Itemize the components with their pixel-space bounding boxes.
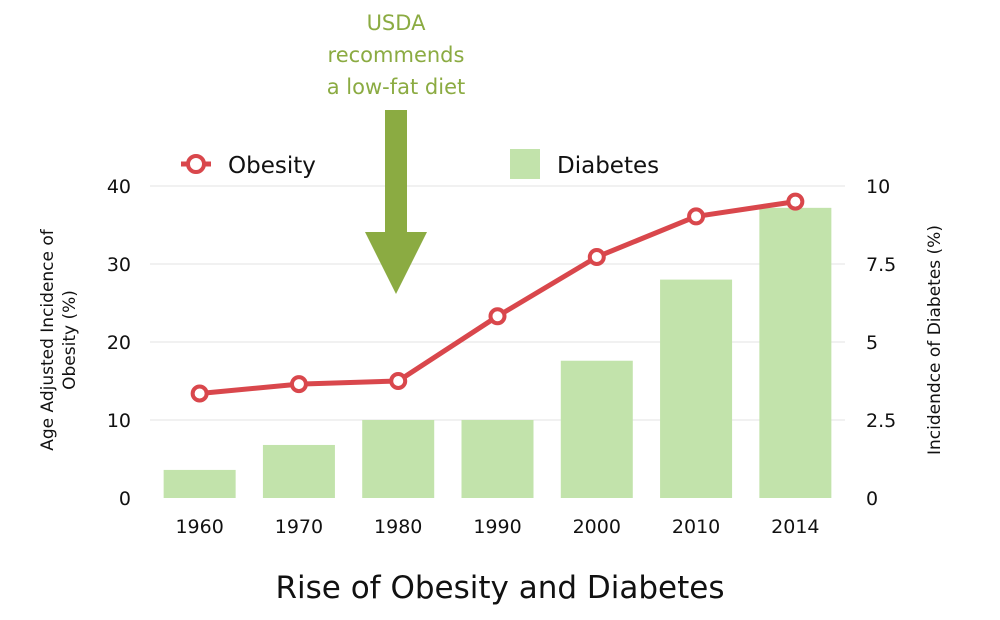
- chart-title: Rise of Obesity and Diabetes: [275, 570, 724, 606]
- x-tick-label: 2010: [672, 516, 720, 538]
- x-tick-label: 1990: [473, 516, 521, 538]
- right-y-tick-label: 2.5: [866, 410, 896, 432]
- legend-obesity-label: Obesity: [228, 153, 316, 179]
- annotation-line-3: a low-fat diet: [327, 75, 465, 99]
- x-tick-label: 2014: [771, 516, 819, 538]
- left-y-tick-label: 40: [107, 176, 131, 198]
- diabetes-bar: [461, 420, 534, 498]
- obesity-point: [289, 375, 308, 394]
- obesity-point: [389, 372, 408, 390]
- legend-diabetes-label: Diabetes: [557, 153, 659, 179]
- right-axis-title: Incidendce of Diabetes (%): [925, 225, 945, 455]
- annotation-line-1: USDA: [367, 11, 427, 35]
- left-axis-title-line-2: Obesity (%): [60, 290, 80, 390]
- left-y-tick-labels: 0 10 20 30 40: [107, 176, 131, 510]
- x-tick-labels: 1960 1970 1980 1990 2000 2010 2014: [175, 516, 819, 538]
- legend-obesity-marker: [186, 154, 206, 174]
- left-y-tick-label: 10: [107, 410, 131, 432]
- right-y-tick-label: 10: [866, 176, 890, 198]
- diabetes-bar: [560, 360, 633, 498]
- diabetes-bar: [660, 279, 733, 498]
- obesity-point: [488, 307, 507, 326]
- obesity-point: [687, 207, 706, 226]
- legend-diabetes-swatch: [510, 149, 540, 179]
- obesity-point: [190, 384, 209, 403]
- annotation-line-2: recommends: [328, 43, 465, 67]
- diabetes-bar: [362, 420, 435, 498]
- diabetes-bar: [163, 469, 236, 498]
- obesity-point: [786, 192, 805, 211]
- down-arrow-icon: [365, 110, 427, 294]
- left-axis-title: Age Adjusted Incidence of Obesity (%): [38, 228, 80, 451]
- x-tick-label: 2000: [573, 516, 621, 538]
- diabetes-bars: [163, 207, 832, 498]
- x-tick-label: 1960: [175, 516, 223, 538]
- left-y-tick-label: 0: [119, 488, 131, 510]
- right-y-tick-labels: 0 2.5 5 7.5 10: [866, 176, 896, 510]
- left-y-tick-label: 20: [107, 332, 131, 354]
- right-y-tick-label: 5: [866, 332, 878, 354]
- usda-annotation: USDA recommends a low-fat diet: [327, 11, 465, 294]
- x-tick-label: 1980: [374, 516, 422, 538]
- left-y-tick-label: 30: [107, 254, 131, 276]
- legend: Obesity Diabetes: [181, 149, 659, 179]
- diabetes-bar: [262, 444, 335, 498]
- x-tick-label: 1970: [275, 516, 323, 538]
- right-y-tick-label: 0: [866, 488, 878, 510]
- left-axis-title-line-1: Age Adjusted Incidence of: [38, 228, 58, 451]
- grid-lines: [150, 185, 845, 421]
- obesity-point: [587, 247, 606, 266]
- obesity-line: [190, 192, 805, 403]
- diabetes-bar: [759, 207, 832, 498]
- right-y-tick-label: 7.5: [866, 254, 896, 276]
